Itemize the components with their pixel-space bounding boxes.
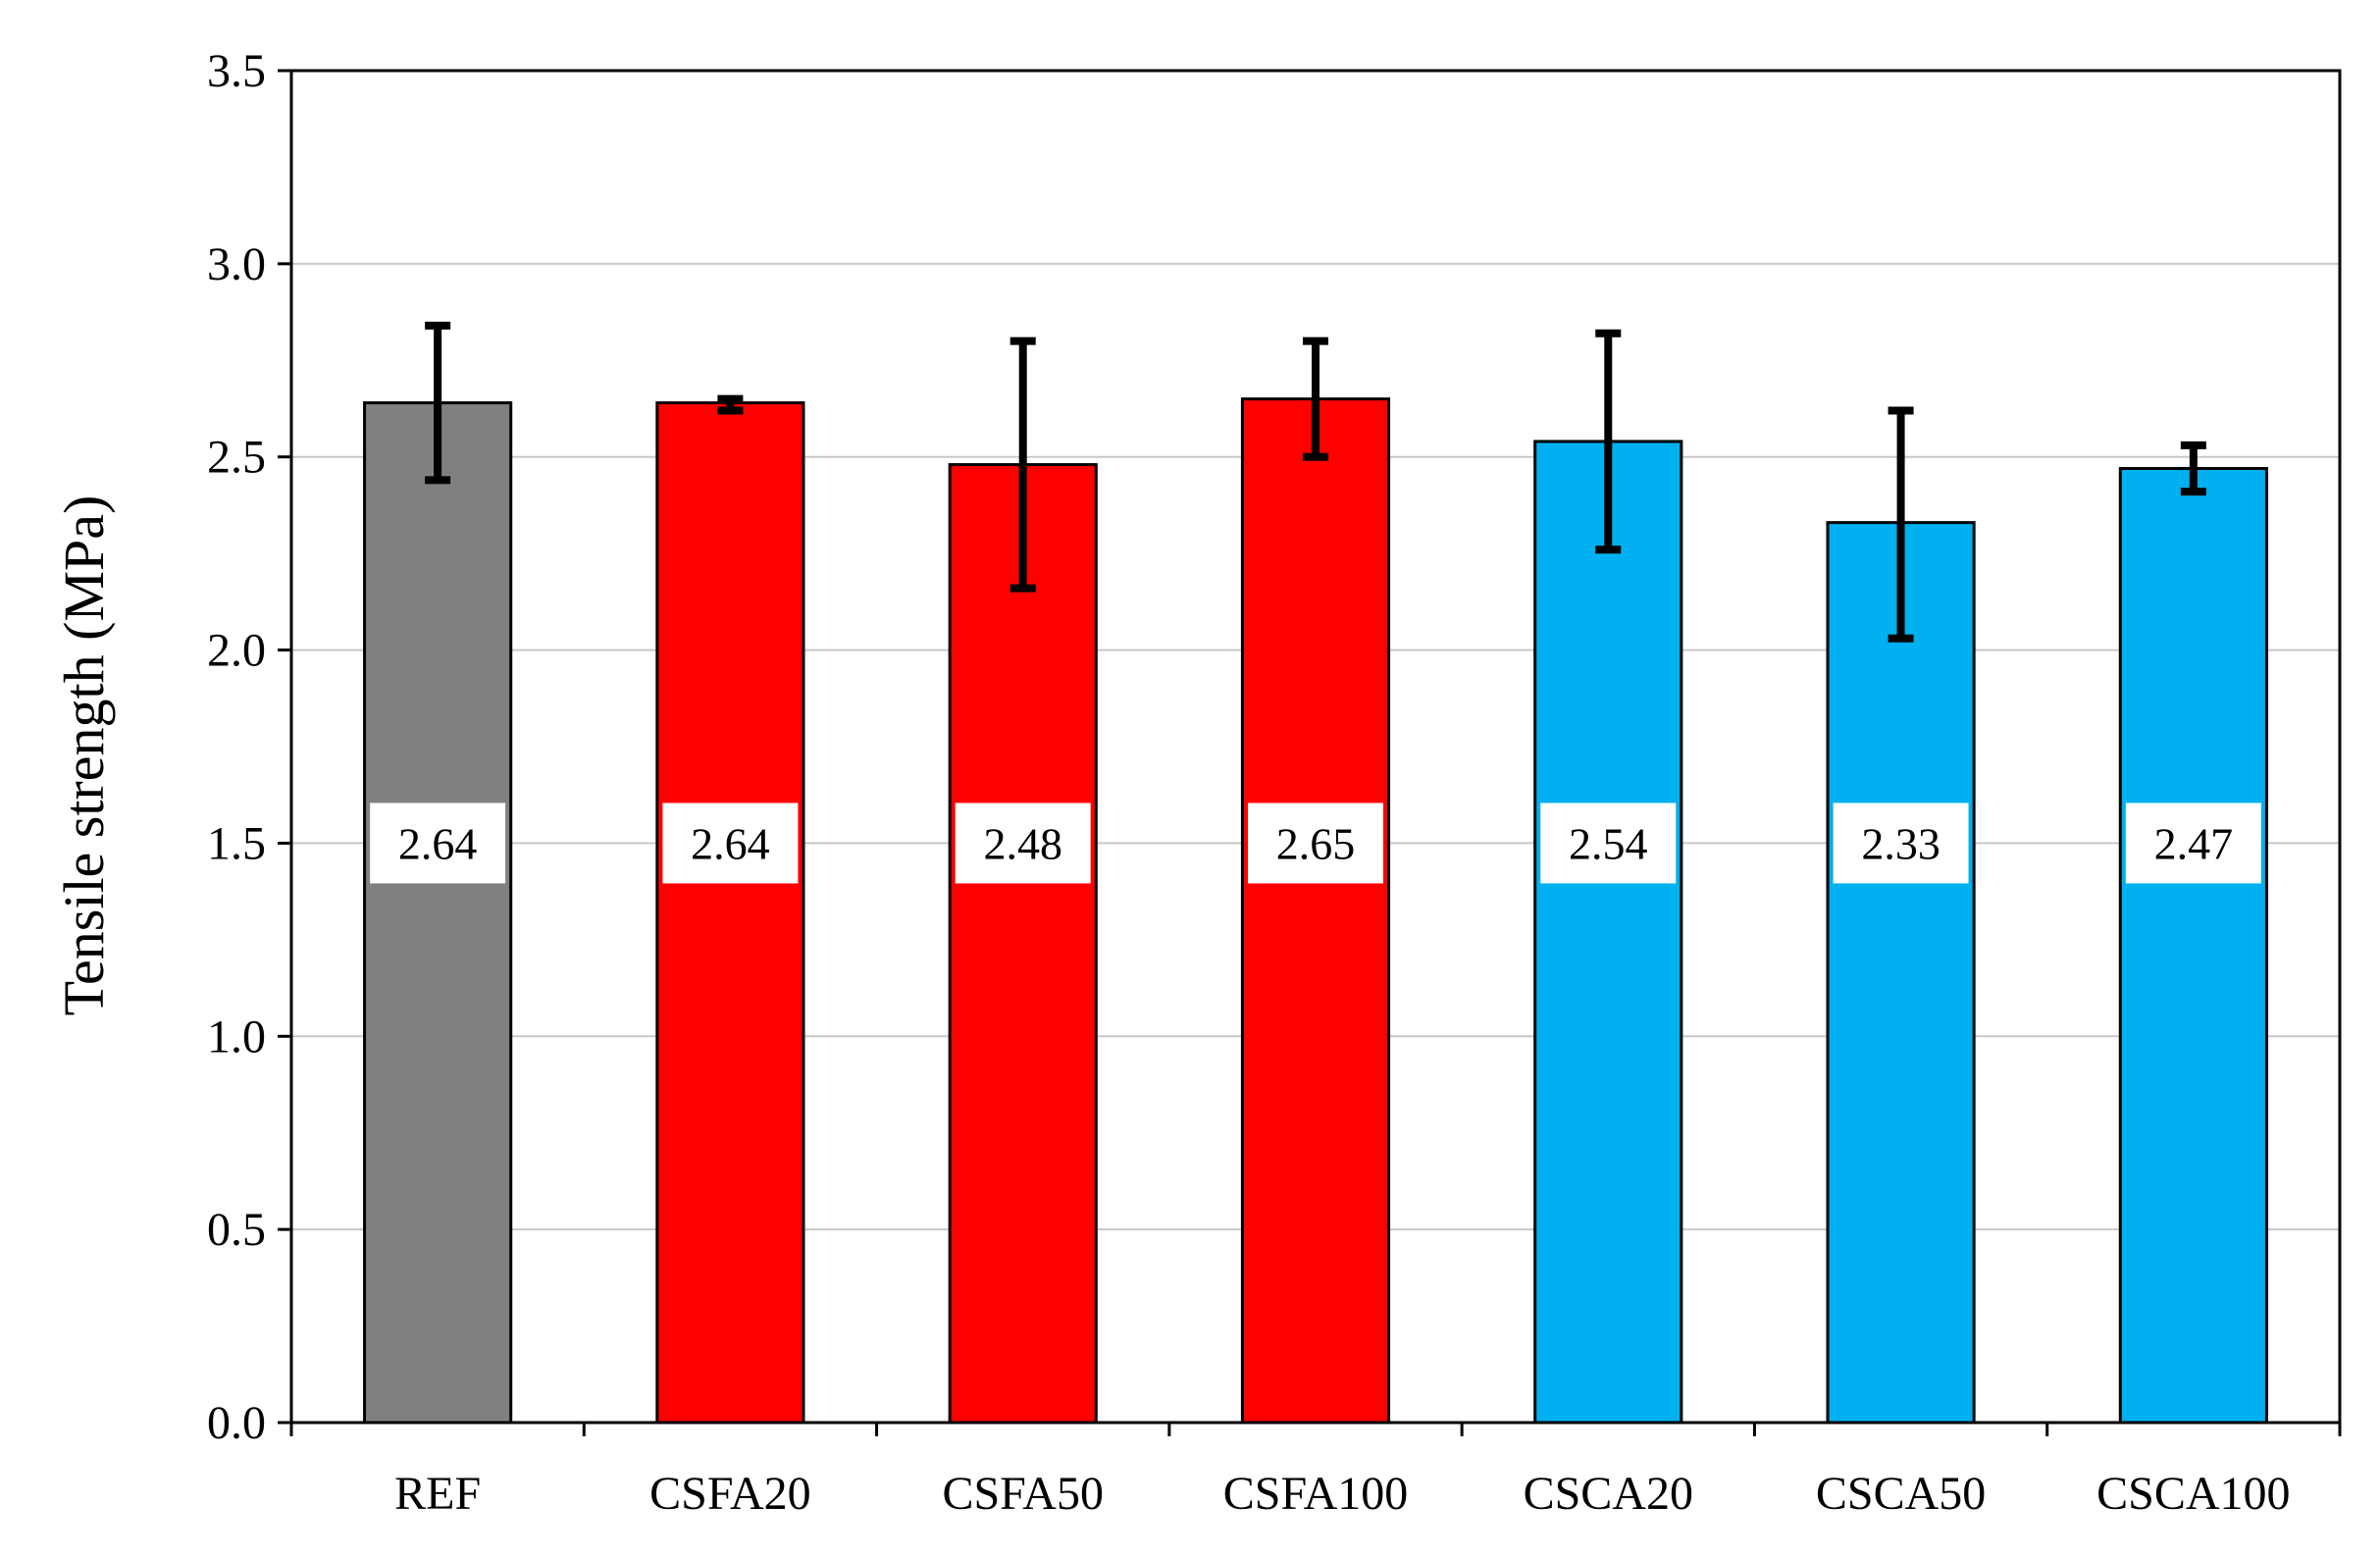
data-label-box xyxy=(1833,803,1969,884)
category-label-csca100: CSCA100 xyxy=(2096,1468,2290,1520)
bars xyxy=(363,397,2268,1425)
category-label-csca20: CSCA20 xyxy=(1524,1468,1693,1520)
y-tick-label: 3.0 xyxy=(207,238,266,290)
bar-csfa100 xyxy=(1240,397,1391,1425)
data-label-box xyxy=(1540,803,1677,884)
bar-csca100 xyxy=(2118,467,2268,1425)
data-label: 2.47 xyxy=(2154,818,2234,868)
y-tick-label: 2.0 xyxy=(207,625,266,677)
data-label: 2.33 xyxy=(1861,818,1940,868)
y-axis-title: Tensile strength (MPa) xyxy=(52,495,116,1016)
category-label-csfa20: CSFA20 xyxy=(649,1468,811,1520)
data-label: 2.64 xyxy=(691,818,770,868)
data-label: 2.64 xyxy=(398,818,478,868)
y-tick-label: 0.5 xyxy=(207,1204,266,1256)
bar-ref xyxy=(363,401,513,1425)
y-tick-label: 2.5 xyxy=(207,432,266,484)
plot-area-border xyxy=(289,69,2342,1425)
category-label-csfa50: CSFA50 xyxy=(942,1468,1104,1520)
data-label-box xyxy=(955,803,1091,884)
category-label-ref: REF xyxy=(394,1468,481,1520)
category-label-csca50: CSCA50 xyxy=(1816,1468,1986,1520)
y-tick-label: 0.0 xyxy=(207,1397,266,1449)
data-label: 2.48 xyxy=(983,818,1062,868)
y-tick-label: 1.0 xyxy=(207,1011,266,1063)
data-label-box xyxy=(2125,803,2261,884)
data-label-box xyxy=(370,803,506,884)
error-bars xyxy=(425,321,2206,643)
data-label-box xyxy=(1248,803,1383,884)
bar-csca20 xyxy=(1533,440,1683,1425)
data-label: 2.54 xyxy=(1569,818,1648,868)
bar-csfa50 xyxy=(948,463,1098,1425)
bar-csca50 xyxy=(1826,521,1976,1425)
axes: 0.0 0.5 1.0 1.5 2.0 2.5 3.0 3.5 REF CSFA20 CSFA50 C… xyxy=(207,45,2342,1520)
data-label-box xyxy=(662,803,799,884)
data-label: 2.65 xyxy=(1276,818,1356,868)
data-labels: 2.64 2.64 2.48 2.65 2.54 2.33 2.47 xyxy=(370,803,2261,884)
y-tick-label: 3.5 xyxy=(207,45,266,97)
bar-csfa20 xyxy=(655,401,805,1425)
category-label-csfa100: CSFA100 xyxy=(1223,1468,1409,1520)
y-tick-label: 1.5 xyxy=(207,817,266,869)
